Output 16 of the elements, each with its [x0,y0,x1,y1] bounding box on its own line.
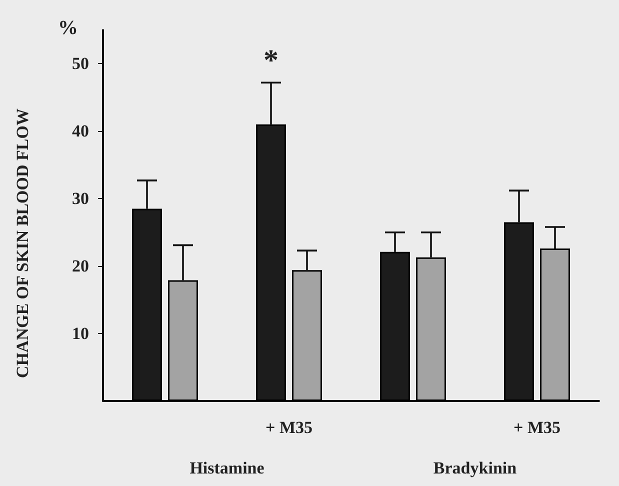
x-tick-label: + M35 [514,418,560,437]
y-tick-label: 40 [72,122,89,141]
bar [416,257,446,401]
bar [292,270,322,401]
x-tick-label: + M35 [266,418,312,437]
text: Histamine [190,458,265,478]
text: Bradykinin [433,458,518,478]
bar [540,248,570,401]
y-axis-title: CHANGE OF SKIN BLOOD FLOW [13,108,32,378]
y-tick-label: 30 [72,189,89,208]
y-tick-label: 20 [72,256,89,276]
annotation: * [264,44,278,78]
text: % [58,17,78,39]
y-tick-label: 10 [72,324,89,344]
y-tick-label: 50 [72,54,89,74]
bar [168,280,198,401]
